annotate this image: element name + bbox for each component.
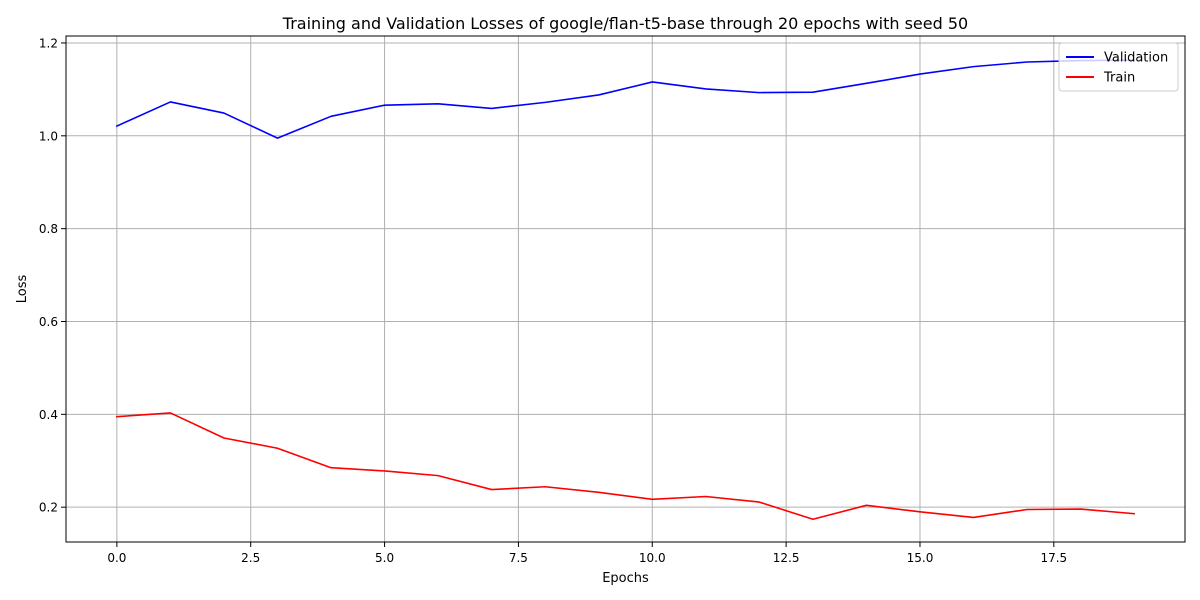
x-tick-label: 10.0 xyxy=(639,551,666,565)
tick-layer: 0.0 2.5 5.0 7.5 10.0 12.5 15.0 17.5 0.2 0.4 0.6 0.8… xyxy=(39,36,1067,565)
legend-box xyxy=(1058,42,1179,92)
legend-label-validation: Validation xyxy=(1104,51,1168,66)
y-tick-label: 1.0 xyxy=(39,129,58,143)
chart-title: Training and Validation Losses of google… xyxy=(282,14,968,33)
x-tick-label: 0.0 xyxy=(107,551,126,565)
x-tick-label: 5.0 xyxy=(375,551,394,565)
y-tick-label: 0.2 xyxy=(39,501,58,515)
y-axis-label: Loss xyxy=(15,275,30,304)
series-line-validation xyxy=(115,59,1135,139)
y-tick-label: 1.2 xyxy=(39,36,58,50)
y-tick-label: 0.4 xyxy=(39,408,58,422)
grid-layer xyxy=(66,36,1185,542)
x-tick-label: 17.5 xyxy=(1040,551,1067,565)
y-tick-label: 0.8 xyxy=(39,222,58,236)
legend: Validation Train xyxy=(1058,42,1179,92)
plot-frame xyxy=(65,35,1186,543)
legend-label-train: Train xyxy=(1103,71,1135,86)
x-axis-label: Epochs xyxy=(602,571,649,586)
series-line-train xyxy=(116,412,1136,521)
x-tick-label: 15.0 xyxy=(907,551,934,565)
y-tick-label: 0.6 xyxy=(39,315,58,329)
series-layer xyxy=(115,59,1136,521)
x-tick-label: 2.5 xyxy=(241,551,260,565)
x-tick-label: 12.5 xyxy=(773,551,800,565)
x-tick-label: 7.5 xyxy=(509,551,528,565)
